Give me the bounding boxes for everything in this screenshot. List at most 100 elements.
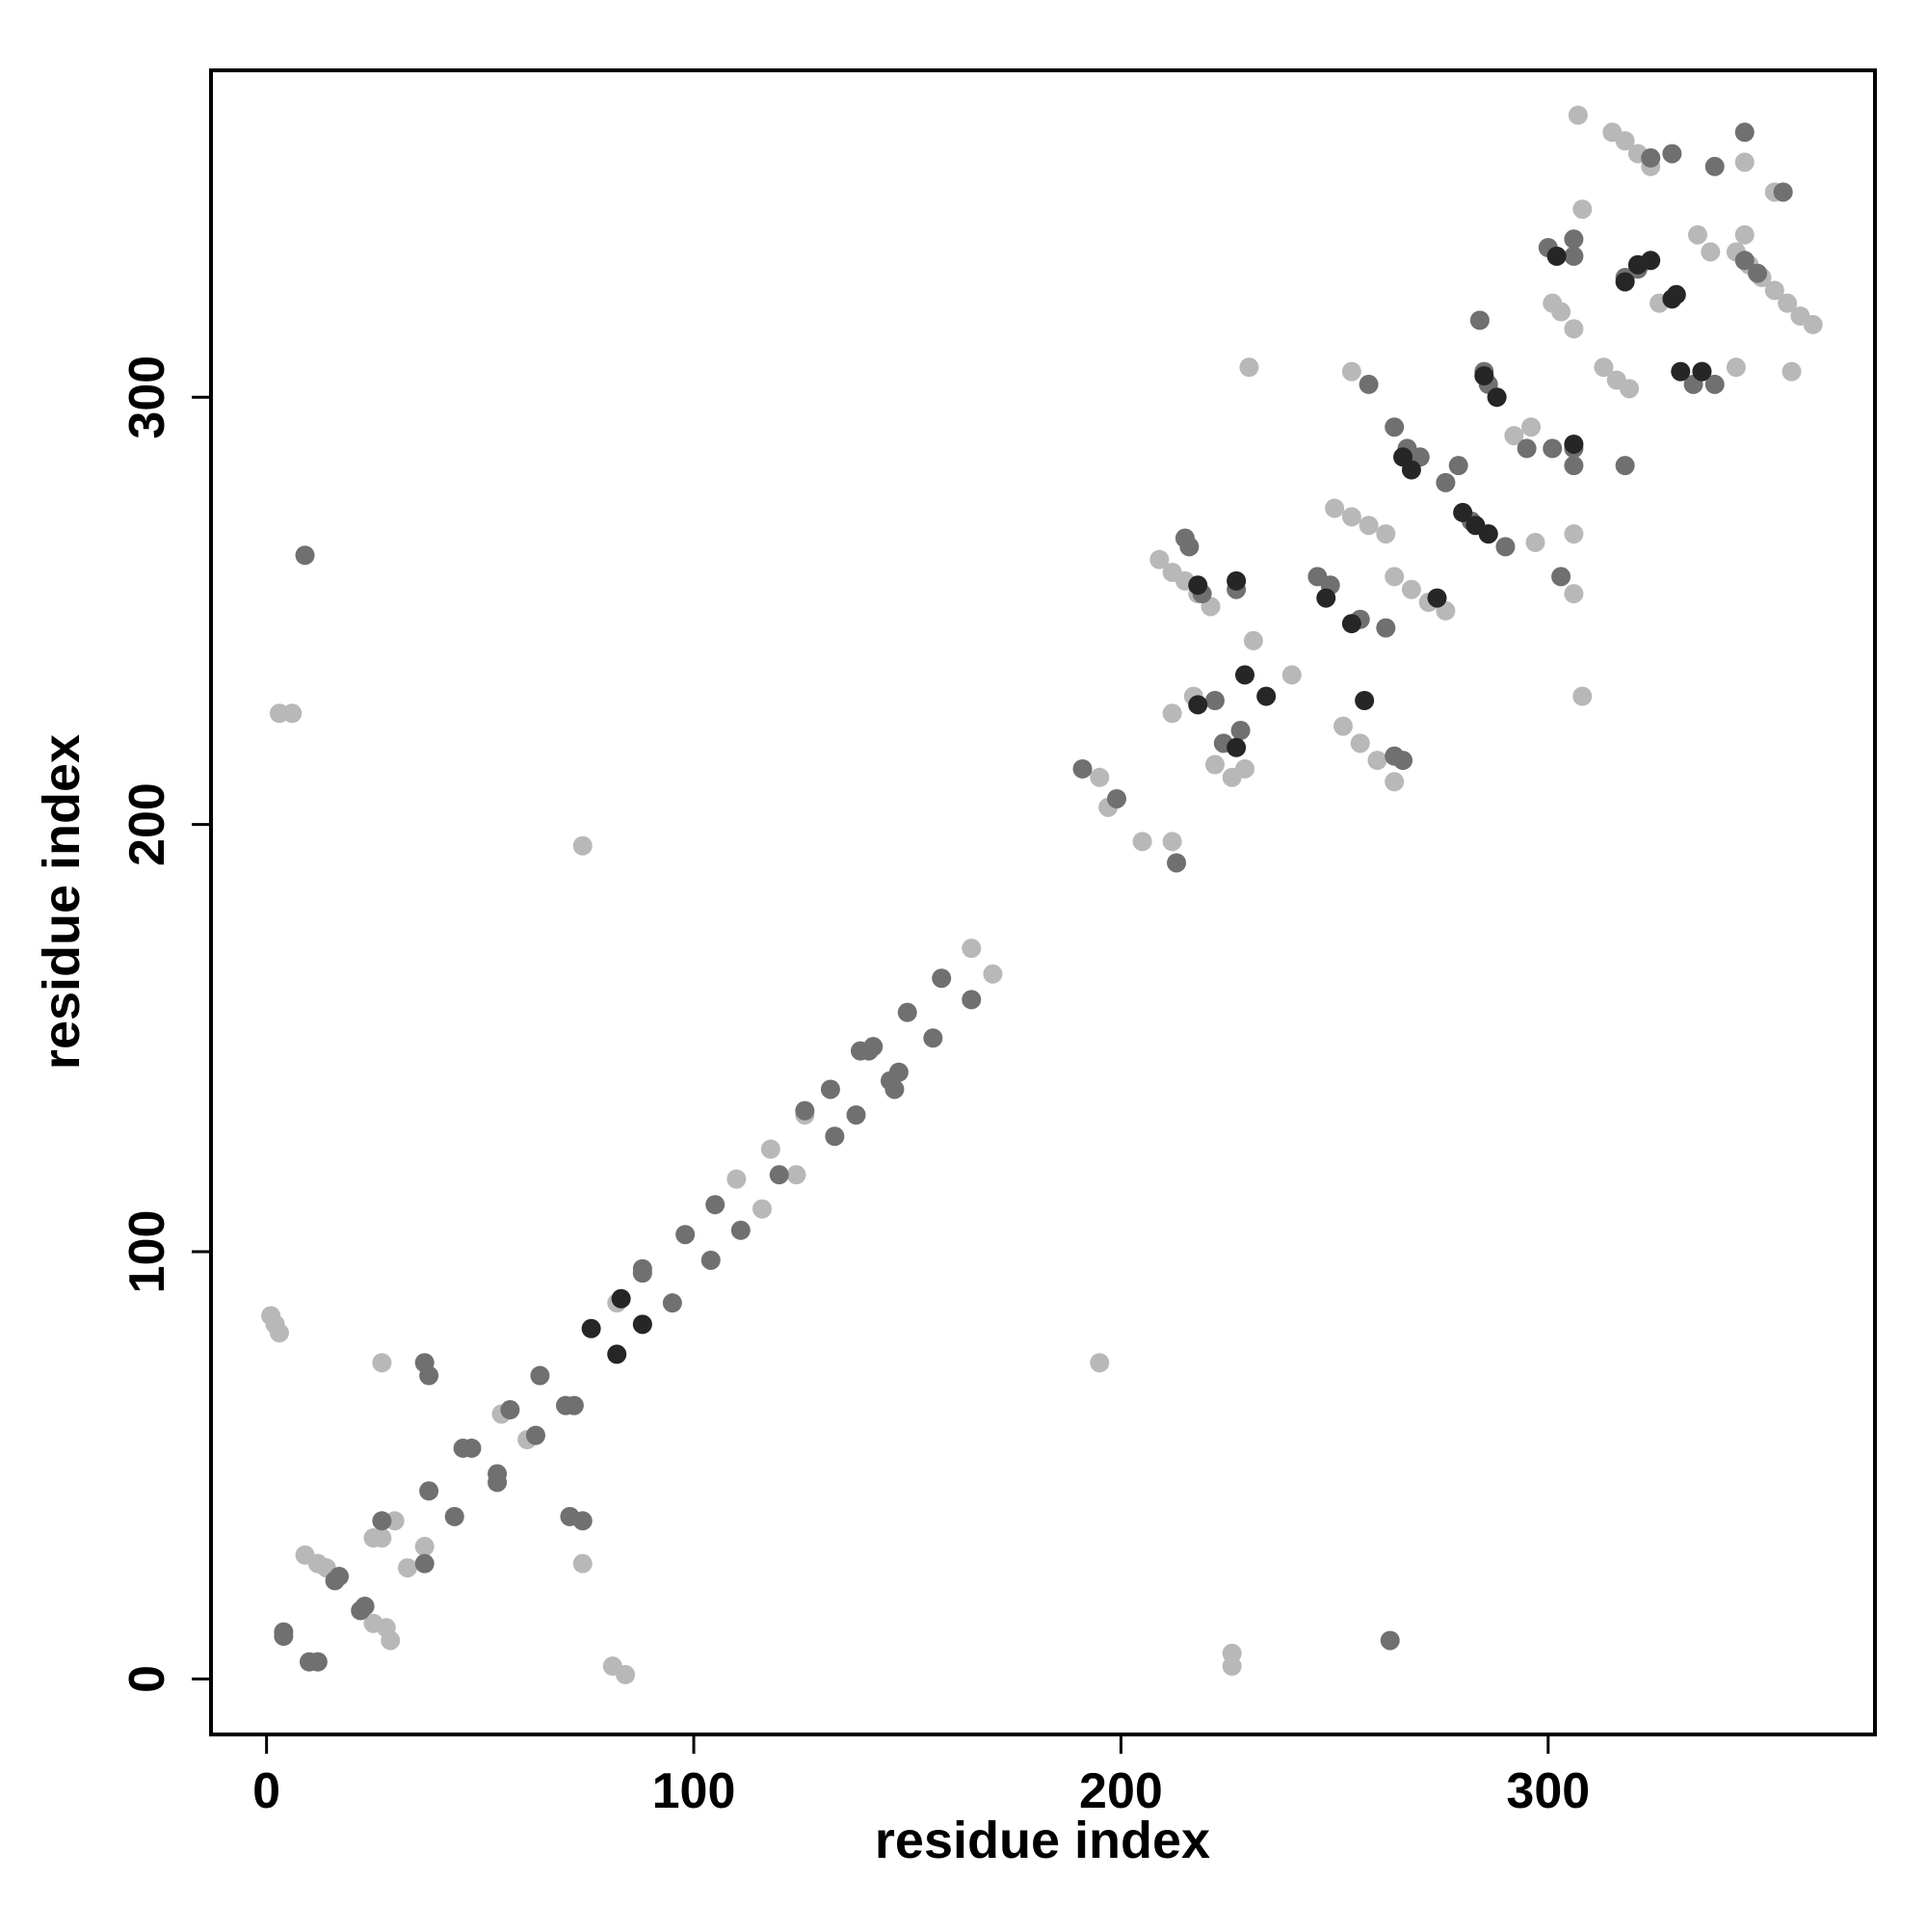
point (1341, 507, 1361, 527)
point (1090, 1353, 1110, 1373)
point (1615, 456, 1635, 476)
point (820, 1079, 840, 1099)
point (1179, 537, 1200, 557)
point (1487, 387, 1507, 408)
point (1385, 417, 1405, 437)
point (752, 1199, 772, 1219)
point (1803, 314, 1823, 334)
point (1401, 460, 1421, 480)
point (581, 1318, 601, 1338)
point (730, 1220, 751, 1240)
point (923, 1028, 943, 1048)
point (1325, 498, 1345, 518)
point (1355, 690, 1375, 710)
point (381, 1630, 401, 1651)
point (1620, 379, 1640, 399)
point (616, 1664, 636, 1684)
point (1495, 537, 1516, 557)
point (1333, 716, 1353, 736)
point (1448, 456, 1468, 476)
point (462, 1438, 482, 1458)
point (786, 1165, 806, 1185)
y-axis-title: residue index (33, 734, 91, 1070)
point (632, 1263, 652, 1284)
point (1734, 122, 1755, 143)
point (962, 990, 982, 1010)
point (1615, 272, 1635, 292)
point (1666, 284, 1686, 304)
point (1564, 319, 1584, 339)
point (607, 1344, 627, 1364)
point (282, 703, 303, 724)
point (1734, 251, 1755, 271)
point (1671, 361, 1691, 382)
point (1551, 302, 1571, 322)
point (1748, 263, 1768, 283)
point (414, 1536, 435, 1556)
point (1132, 832, 1152, 852)
point (530, 1365, 550, 1386)
point (795, 1100, 815, 1121)
point (1256, 686, 1277, 706)
point (675, 1225, 696, 1245)
point (700, 1250, 721, 1270)
point (1316, 588, 1336, 608)
point (269, 1323, 289, 1343)
point (662, 1293, 682, 1313)
point (1380, 1630, 1400, 1651)
point (1341, 614, 1361, 634)
point (1687, 225, 1707, 245)
point (1204, 754, 1225, 775)
point (1090, 767, 1110, 787)
point (1525, 532, 1545, 552)
point (397, 1558, 417, 1578)
point (1521, 417, 1542, 437)
point (1227, 737, 1247, 757)
y-tick-label: 200 (119, 782, 175, 866)
x-tick-label: 100 (652, 1763, 736, 1819)
point (1564, 584, 1584, 604)
point (1188, 575, 1208, 595)
point (1662, 144, 1682, 164)
point (1376, 618, 1396, 638)
point (1615, 131, 1635, 151)
point (1692, 361, 1712, 382)
point (863, 1037, 884, 1057)
point (1564, 456, 1584, 476)
point (1551, 567, 1571, 587)
point (1227, 570, 1247, 591)
point (1764, 280, 1784, 301)
point (419, 1481, 439, 1501)
point (1367, 751, 1387, 771)
point (330, 1566, 350, 1586)
point (1359, 374, 1379, 394)
point (1782, 361, 1802, 382)
x-axis-title: residue index (875, 1812, 1210, 1869)
point (444, 1506, 464, 1526)
point (488, 1472, 508, 1493)
point (1235, 758, 1255, 779)
point (1350, 733, 1370, 754)
point (1734, 152, 1755, 172)
point (825, 1126, 845, 1147)
point (1222, 1656, 1242, 1677)
point (1572, 686, 1593, 706)
point (1167, 853, 1187, 873)
point (372, 1528, 392, 1548)
point (1474, 366, 1494, 386)
point (1453, 502, 1473, 522)
point (525, 1425, 545, 1445)
point (1393, 751, 1413, 771)
point (1641, 147, 1661, 168)
point (1564, 524, 1584, 544)
point (1239, 357, 1259, 378)
point (1341, 361, 1361, 382)
point (1188, 695, 1208, 715)
point (1704, 374, 1725, 394)
point (726, 1169, 747, 1189)
point (572, 1553, 593, 1574)
point (888, 1062, 909, 1082)
